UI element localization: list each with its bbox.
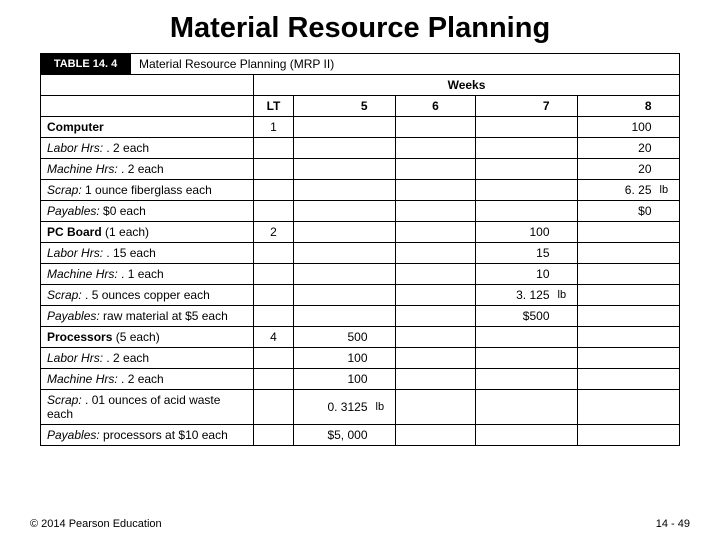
table-caption: Material Resource Planning (MRP II) [131, 54, 680, 75]
row-detail: processors at $10 each [100, 428, 228, 442]
blank-cell [41, 75, 254, 96]
table-row: Machine Hrs: . 2 each 20 [41, 159, 680, 180]
row-detail: . 5 ounces copper each [82, 288, 210, 302]
cell-value: $0 [578, 201, 658, 222]
header-w5: 5 [294, 96, 374, 117]
row-detail: 1 ounce fiberglass each [82, 183, 212, 197]
table-row: Payables: $0 each $0 [41, 201, 680, 222]
header-w7: 7 [476, 96, 556, 117]
weeks-header-row: Weeks [41, 75, 680, 96]
cell-unit: lb [658, 180, 680, 201]
row-label: Scrap: [47, 183, 82, 197]
row-detail: (1 each) [102, 225, 149, 239]
header-lt: LT [254, 96, 294, 117]
row-label: Payables: [47, 204, 100, 218]
row-label: Scrap: [47, 288, 82, 302]
cell-value: 100 [578, 117, 658, 138]
row-label: Machine Hrs: [47, 267, 118, 281]
table-row: Payables: raw material at $5 each $500 [41, 306, 680, 327]
row-detail: raw material at $5 each [100, 309, 228, 323]
cell-value: 6. 25 [578, 180, 658, 201]
row-label: Computer [47, 120, 104, 134]
footer: © 2014 Pearson Education 14 - 49 [30, 518, 690, 530]
row-detail: . 2 each [103, 141, 149, 155]
cell-value: 0. 3125 [294, 390, 374, 425]
cell-unit: lb [374, 390, 396, 425]
table-row: Labor Hrs: . 15 each 15 [41, 243, 680, 264]
mrp-table-container: TABLE 14. 4 Material Resource Planning (… [40, 53, 680, 446]
row-label: Machine Hrs: [47, 372, 118, 386]
row-detail: $0 each [100, 204, 146, 218]
mrp-table: TABLE 14. 4 Material Resource Planning (… [40, 53, 680, 446]
header-w6: 6 [396, 96, 476, 117]
cell-value: 15 [476, 243, 556, 264]
header-w8: 8 [578, 96, 658, 117]
cell-lt: 2 [254, 222, 294, 243]
row-label: PC Board [47, 225, 102, 239]
cell-value: $500 [476, 306, 556, 327]
cell-value: 100 [476, 222, 556, 243]
row-detail: . 2 each [118, 162, 164, 176]
table-row: Payables: processors at $10 each $5, 000 [41, 425, 680, 446]
table-row: Scrap: 1 ounce fiberglass each 6. 25 lb [41, 180, 680, 201]
cell-value: $5, 000 [294, 425, 374, 446]
row-label: Payables: [47, 428, 100, 442]
row-detail: (5 each) [112, 330, 159, 344]
row-label: Machine Hrs: [47, 162, 118, 176]
table-row: Processors (5 each) 4 500 [41, 327, 680, 348]
cell-value: 20 [578, 159, 658, 180]
row-label: Processors [47, 330, 112, 344]
table-row: Labor Hrs: . 2 each 100 [41, 348, 680, 369]
column-header-row: LT 5 6 7 8 [41, 96, 680, 117]
table-row: Machine Hrs: . 2 each 100 [41, 369, 680, 390]
cell-value: 100 [294, 369, 374, 390]
row-label: Labor Hrs: [47, 141, 103, 155]
cell-value: 10 [476, 264, 556, 285]
table-row: Scrap: . 5 ounces copper each 3. 125 lb [41, 285, 680, 306]
cell-unit: lb [556, 285, 578, 306]
cell-value: 3. 125 [476, 285, 556, 306]
table-row: Computer 1 100 [41, 117, 680, 138]
row-detail: . 2 each [103, 351, 149, 365]
row-detail: . 15 each [103, 246, 156, 260]
row-detail: . 2 each [118, 372, 164, 386]
row-detail: . 1 each [118, 267, 164, 281]
blank-unit [658, 96, 680, 117]
cell-lt: 4 [254, 327, 294, 348]
table-caption-row: TABLE 14. 4 Material Resource Planning (… [41, 54, 680, 75]
table-number: TABLE 14. 4 [41, 54, 131, 75]
cell-value: 100 [294, 348, 374, 369]
table-row: PC Board (1 each) 2 100 [41, 222, 680, 243]
table-row: Scrap: . 01 ounces of acid waste each 0.… [41, 390, 680, 425]
row-label: Payables: [47, 309, 100, 323]
cell-lt: 1 [254, 117, 294, 138]
cell-value: 500 [294, 327, 374, 348]
blank-unit [556, 96, 578, 117]
blank-cell [41, 96, 254, 117]
page-title: Material Resource Planning [0, 0, 720, 53]
table-row: Machine Hrs: . 1 each 10 [41, 264, 680, 285]
cell-value: 20 [578, 138, 658, 159]
row-label: Labor Hrs: [47, 351, 103, 365]
page-number: 14 - 49 [656, 518, 690, 530]
row-label: Scrap: [47, 393, 82, 407]
copyright-text: © 2014 Pearson Education [30, 518, 162, 530]
weeks-label: Weeks [254, 75, 680, 96]
row-label: Labor Hrs: [47, 246, 103, 260]
blank-unit [374, 96, 396, 117]
table-row: Labor Hrs: . 2 each 20 [41, 138, 680, 159]
